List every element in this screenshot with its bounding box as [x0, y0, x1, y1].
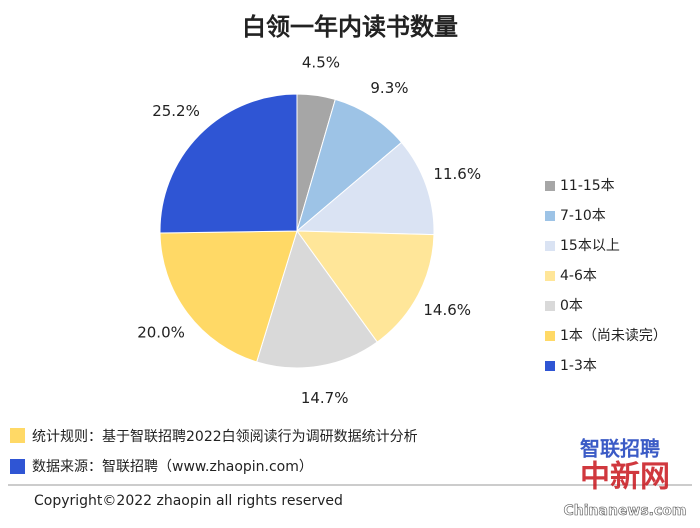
watermark-logo: 中新网: [580, 460, 670, 495]
pie-slice: [159, 230, 298, 363]
legend-swatch: [545, 241, 555, 251]
pie-slice: [159, 93, 298, 234]
data-label: 4.5%: [302, 53, 340, 71]
data-label: 9.3%: [370, 79, 408, 97]
legend-swatch: [545, 361, 555, 371]
chart-title: 白领一年内读书数量: [242, 13, 458, 41]
watermark-logo: 智联招聘: [580, 437, 660, 461]
legend-label: 0本: [560, 298, 583, 314]
copyright: Copyright©2022 zhaopin all rights reserv…: [34, 493, 343, 509]
legend-swatch: [545, 271, 555, 281]
legend-label: 1本（尚未读完）: [560, 327, 667, 344]
watermark-text: Chinanews.com: [563, 503, 686, 519]
legend-label: 7-10本: [560, 208, 606, 224]
footnote: 数据来源：智联招聘（www.zhaopin.com）: [32, 459, 313, 475]
data-label: 14.7%: [301, 389, 349, 407]
footnote: 统计规则：基于智联招聘2022白领阅读行为调研数据统计分析: [32, 428, 418, 445]
legend-label: 4-6本: [560, 268, 597, 284]
data-label: 11.6%: [433, 165, 481, 183]
legend-label: 1-3本: [560, 358, 597, 374]
note-marker: [10, 428, 25, 443]
legend-swatch: [545, 331, 555, 341]
note-marker: [10, 459, 25, 474]
pie-slice: [296, 98, 403, 233]
legend-label: 15本以上: [560, 238, 620, 254]
data-label: 25.2%: [152, 102, 200, 120]
legend-label: 11-15本: [560, 178, 615, 194]
legend-swatch: [545, 211, 555, 221]
pie-slice: [295, 141, 435, 236]
legend-swatch: [545, 181, 555, 191]
legend-swatch: [545, 301, 555, 311]
data-label: 14.6%: [423, 301, 471, 319]
pie-slice: [296, 230, 435, 343]
data-label: 20.0%: [137, 323, 185, 341]
